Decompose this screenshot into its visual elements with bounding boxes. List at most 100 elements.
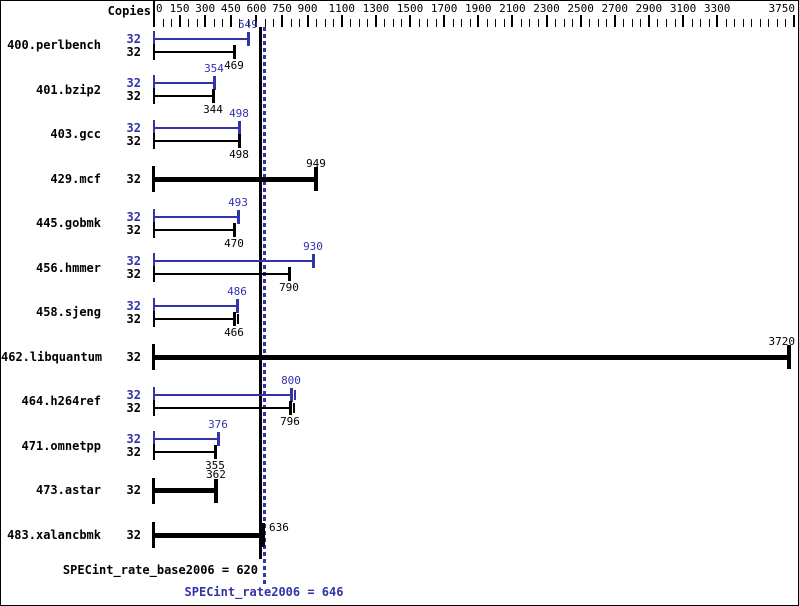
axis-minor-tick xyxy=(623,19,624,27)
axis-minor-tick xyxy=(785,19,786,27)
bar-end-cap xyxy=(290,388,293,402)
benchmark-label: 400.perlbench xyxy=(7,38,101,52)
axis-major-tick xyxy=(682,15,685,27)
axis-tick-label: 450 xyxy=(220,2,241,15)
reference-line-base xyxy=(259,27,262,559)
axis-minor-tick xyxy=(461,19,462,27)
copies-value: 32 xyxy=(126,134,141,148)
axis-minor-tick xyxy=(521,19,522,27)
base-bar xyxy=(154,451,215,453)
base-bar xyxy=(154,407,290,409)
copies-value: 32 xyxy=(126,312,141,326)
bar-start-cap xyxy=(152,522,155,548)
bar-start-cap xyxy=(153,431,155,447)
axis-minor-tick xyxy=(401,19,402,27)
base-bar xyxy=(154,51,234,53)
bar-end-cap xyxy=(213,76,216,90)
peak-value-label: 498 xyxy=(229,107,249,120)
bar-end-cap xyxy=(233,45,236,59)
peak-bar xyxy=(154,305,237,307)
bar-end-cap xyxy=(238,121,241,135)
run-tick xyxy=(293,403,295,413)
axis-major-tick xyxy=(793,15,795,27)
axis-minor-tick xyxy=(726,19,727,27)
axis-minor-tick xyxy=(640,19,641,27)
value-axis: 0 150 300 450 600 750 900 1100 1300 1500 1700 1900 2… xyxy=(1,1,798,27)
bar-end-cap xyxy=(214,479,218,503)
copies-value: 32 xyxy=(126,432,141,446)
peak-value-label: 549 xyxy=(238,18,258,31)
bar-start-cap xyxy=(153,88,155,104)
base-bar xyxy=(154,177,316,182)
bar-start-cap xyxy=(153,266,155,282)
axis-minor-tick xyxy=(632,19,633,27)
axis-major-tick xyxy=(374,15,377,27)
base-value-label: 466 xyxy=(224,326,244,339)
axis-minor-tick xyxy=(222,19,223,27)
base-value-label: 796 xyxy=(280,415,300,428)
copies-value: 32 xyxy=(126,210,141,224)
axis-minor-tick xyxy=(564,19,565,27)
bar-start-cap xyxy=(153,31,155,47)
axis-minor-tick xyxy=(589,19,590,27)
axis-minor-tick xyxy=(427,19,428,27)
benchmark-label: 456.hmmer xyxy=(35,261,101,275)
base-value-label: 355 xyxy=(205,459,225,472)
axis-minor-tick xyxy=(751,19,752,27)
peak-bar xyxy=(154,394,291,396)
axis-minor-tick xyxy=(436,19,437,27)
bar-end-cap xyxy=(237,210,240,224)
copies-value: 32 xyxy=(126,483,141,497)
benchmark-label: 403.gcc xyxy=(50,127,101,141)
base-value-label: 949 xyxy=(306,157,326,170)
peak-value-label: 486 xyxy=(227,285,247,298)
axis-major-tick xyxy=(716,15,719,27)
axis-minor-tick xyxy=(657,19,658,27)
bar-end-cap xyxy=(233,312,236,326)
axis-major-tick xyxy=(281,15,283,27)
copies-value: 32 xyxy=(126,299,141,313)
benchmark-label: 483.xalancbmk xyxy=(7,528,101,542)
peak-summary-label: SPECint_rate2006 = 646 xyxy=(184,585,344,599)
axis-minor-tick xyxy=(325,19,326,27)
bar-end-cap xyxy=(233,223,236,237)
peak-value-label: 493 xyxy=(228,196,248,209)
axis-minor-tick xyxy=(504,19,505,27)
axis-major-tick xyxy=(178,15,181,27)
axis-minor-tick xyxy=(495,19,496,27)
benchmark-label: 401.bzip2 xyxy=(35,83,101,97)
peak-bar xyxy=(154,438,218,440)
axis-tick-label: 750 xyxy=(272,2,292,15)
axis-minor-tick xyxy=(350,19,351,27)
bar-start-cap xyxy=(153,400,155,416)
base-value-label: 470 xyxy=(224,237,244,250)
axis-major-tick xyxy=(477,15,480,27)
axis-tick-label: 3300 xyxy=(703,2,731,15)
axis-minor-tick xyxy=(333,19,334,27)
copies-value: 32 xyxy=(126,172,141,186)
copies-value: 32 xyxy=(126,76,141,90)
axis-minor-tick xyxy=(743,19,744,27)
axis-minor-tick xyxy=(572,19,573,27)
axis-minor-tick xyxy=(487,19,488,27)
axis-minor-tick xyxy=(265,19,266,27)
axis-tick-label: 900 xyxy=(297,2,318,15)
copies-axis-divider xyxy=(153,1,155,27)
axis-major-tick xyxy=(511,15,514,27)
bar-end-cap xyxy=(289,401,292,415)
copies-value: 32 xyxy=(126,121,141,135)
copies-value: 32 xyxy=(126,254,141,268)
axis-minor-tick xyxy=(453,19,454,27)
axis-minor-tick xyxy=(538,19,539,27)
peak-value-label: 354 xyxy=(204,62,224,75)
axis-major-tick xyxy=(647,15,650,27)
axis-minor-tick xyxy=(273,19,274,27)
benchmark-label: 429.mcf xyxy=(50,172,101,186)
base-bar xyxy=(154,140,239,142)
axis-tick-label: 1900 xyxy=(465,2,492,15)
axis-major-tick xyxy=(545,15,548,27)
axis-minor-tick xyxy=(248,19,249,27)
axis-minor-tick xyxy=(316,19,317,27)
